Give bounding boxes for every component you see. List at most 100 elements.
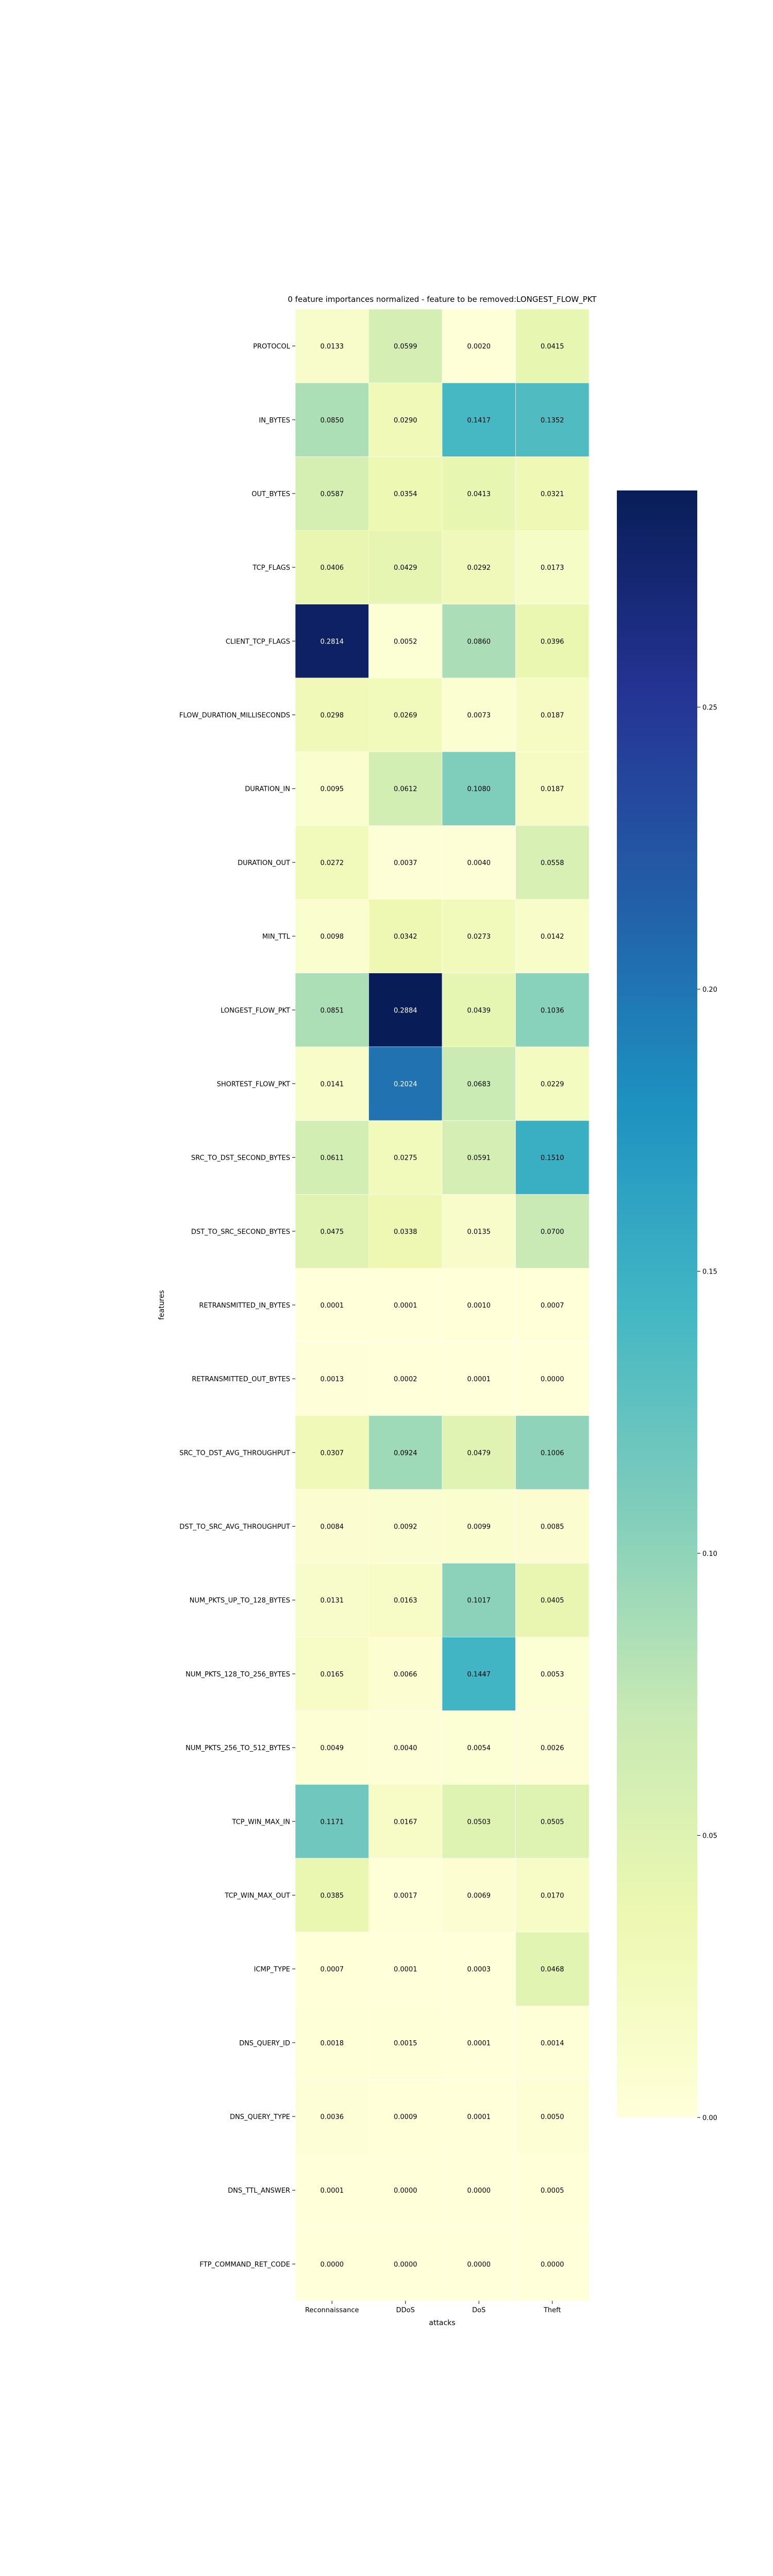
cell-value-label: 0.0000 xyxy=(541,1376,564,1383)
cell-value-label: 0.0085 xyxy=(541,1523,564,1531)
cell-value-label: 0.0133 xyxy=(321,343,344,351)
cell-value-label: 0.0860 xyxy=(467,638,491,646)
heatmap-cell xyxy=(368,1858,443,1933)
cell-value-label: 0.0000 xyxy=(394,2187,417,2195)
heatmap-cell xyxy=(368,2005,443,2080)
heatmap-cell xyxy=(295,2227,369,2301)
heatmap-cell xyxy=(515,1268,590,1342)
y-tick-label: ICMP_TYPE xyxy=(254,1966,290,1974)
heatmap-cell xyxy=(295,1858,369,1933)
heatmap-cell xyxy=(368,2153,443,2228)
heatmap-cell xyxy=(515,677,590,752)
cell-value-label: 0.0015 xyxy=(394,2040,417,2047)
cell-value-label: 0.0001 xyxy=(467,2113,491,2121)
heatmap-cell xyxy=(515,456,590,531)
heatmap-cell xyxy=(442,1784,516,1859)
heatmap-cell xyxy=(442,1120,516,1195)
heatmap-cell xyxy=(368,1194,443,1268)
heatmap-cell xyxy=(295,309,369,383)
heatmap-cell xyxy=(368,1268,443,1342)
x-axis-label: attacks xyxy=(429,2319,455,2327)
cell-value-label: 0.0092 xyxy=(394,1523,417,1531)
cell-value-label: 0.0269 xyxy=(394,712,417,720)
cell-value-label: 0.0000 xyxy=(394,2261,417,2268)
cell-value-label: 0.0475 xyxy=(321,1228,344,1236)
heatmap-cell xyxy=(442,1710,516,1785)
heatmap-cell xyxy=(515,2227,590,2301)
cell-value-label: 0.0131 xyxy=(321,1597,344,1605)
heatmap-cell xyxy=(368,899,443,973)
cell-value-label: 0.0001 xyxy=(394,1966,417,1974)
colorbar-tick-label: 0.00 xyxy=(702,2114,717,2122)
y-tick-label: OUT_BYTES xyxy=(251,490,290,498)
cell-value-label: 0.0000 xyxy=(541,2261,564,2268)
heatmap-cell xyxy=(368,1637,443,1711)
heatmap-cell xyxy=(515,899,590,973)
colorbar-tick-label: 0.10 xyxy=(702,1550,717,1558)
heatmap-cell xyxy=(515,2153,590,2228)
colorbar-tick-label: 0.05 xyxy=(702,1832,717,1840)
heatmap-cell xyxy=(295,1637,369,1711)
cell-value-label: 0.0167 xyxy=(394,1818,417,1826)
heatmap-cell xyxy=(515,1194,590,1268)
y-tick-label: RETRANSMITTED_OUT_BYTES xyxy=(192,1376,290,1383)
cell-value-label: 0.0018 xyxy=(321,2040,344,2047)
cell-value-label: 0.0098 xyxy=(321,933,344,941)
cell-value-label: 0.1006 xyxy=(541,1449,564,1457)
cell-value-label: 0.0050 xyxy=(541,2113,564,2121)
cell-value-label: 0.0036 xyxy=(321,2113,344,2121)
heatmap-cell xyxy=(442,751,516,826)
cell-value-label: 0.1080 xyxy=(467,786,491,793)
cell-value-label: 0.0298 xyxy=(321,712,344,720)
y-tick-label: DNS_QUERY_ID xyxy=(239,2040,290,2047)
heatmap-cell xyxy=(515,1637,590,1711)
heatmap-cell xyxy=(442,899,516,973)
heatmap-cell xyxy=(295,2005,369,2080)
heatmap-cell xyxy=(295,1784,369,1859)
cell-value-label: 0.0040 xyxy=(394,1744,417,1752)
cell-value-label: 0.0017 xyxy=(394,1892,417,1900)
y-tick-label: NUM_PKTS_128_TO_256_BYTES xyxy=(186,1671,290,1679)
heatmap-cell xyxy=(295,825,369,900)
cell-value-label: 0.0001 xyxy=(467,1376,491,1383)
heatmap-cell xyxy=(368,1046,443,1121)
y-tick-label: DNS_QUERY_TYPE xyxy=(230,2113,290,2121)
heatmap-cell xyxy=(295,1710,369,1785)
heatmap-cell xyxy=(295,1415,369,1490)
heatmap-cell xyxy=(368,530,443,605)
cell-value-label: 0.0321 xyxy=(541,490,564,498)
cell-value-label: 0.0290 xyxy=(394,417,417,425)
heatmap-cell xyxy=(515,1489,590,1564)
heatmap-cell xyxy=(442,1046,516,1121)
heatmap-cell xyxy=(442,2153,516,2228)
cell-value-label: 0.0307 xyxy=(321,1449,344,1457)
cell-value-label: 0.2024 xyxy=(394,1080,417,1088)
heatmap-cell xyxy=(515,1784,590,1859)
cell-value-label: 0.0591 xyxy=(467,1155,491,1162)
cell-value-label: 0.1017 xyxy=(467,1597,491,1605)
heatmap-cell xyxy=(295,1931,369,2006)
cell-value-label: 0.0173 xyxy=(541,564,564,572)
cell-value-label: 0.0406 xyxy=(321,564,344,572)
heatmap-cells: 0.0133 0.0599 0.0020 0.0415 0.0850 0.0290 0.14… xyxy=(295,309,590,2301)
cell-value-label: 0.0170 xyxy=(541,1892,564,1900)
cell-value-label: 0.0342 xyxy=(394,933,417,941)
cell-value-label: 0.0558 xyxy=(541,859,564,867)
cell-value-label: 0.0001 xyxy=(467,2040,491,2047)
heatmap-cell xyxy=(442,530,516,605)
y-tick-label: DST_TO_SRC_SECOND_BYTES xyxy=(191,1228,290,1236)
heatmap-cell xyxy=(295,677,369,752)
cell-value-label: 0.0275 xyxy=(394,1155,417,1162)
y-tick-label: LONGEST_FLOW_PKT xyxy=(221,1007,290,1014)
heatmap-cell xyxy=(515,973,590,1047)
y-tick-label: DURATION_OUT xyxy=(238,859,290,867)
cell-value-label: 0.0000 xyxy=(467,2261,491,2268)
cell-value-label: 0.1171 xyxy=(321,1818,344,1826)
cell-value-label: 0.0005 xyxy=(541,2187,564,2195)
heatmap-cell xyxy=(368,1415,443,1490)
cell-value-label: 0.0054 xyxy=(467,1744,491,1752)
heatmap-cell xyxy=(368,1931,443,2006)
colorbar-tick-label: 0.20 xyxy=(702,986,717,994)
cell-value-label: 0.0052 xyxy=(394,638,417,646)
cell-value-label: 0.0611 xyxy=(321,1155,344,1162)
